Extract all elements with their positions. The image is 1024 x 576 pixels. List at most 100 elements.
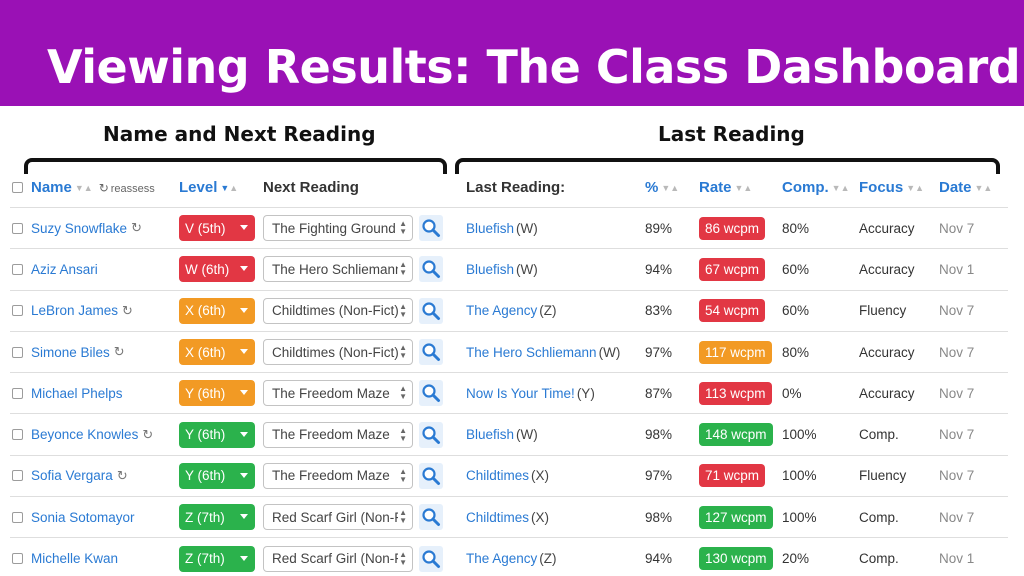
last-reading-link[interactable]: Now Is Your Time! bbox=[466, 385, 575, 401]
next-reading-select[interactable]: Red Scarf Girl (Non-Fi ▲ ▼ bbox=[263, 504, 413, 531]
focus-value: Accuracy bbox=[859, 261, 915, 277]
sort-arrows-icon[interactable]: ▼▲ bbox=[220, 182, 239, 193]
student-name-link[interactable]: Simone Biles bbox=[31, 344, 110, 360]
student-name-link[interactable]: Sonia Sotomayor bbox=[31, 509, 135, 525]
level-dropdown[interactable]: V (5th) bbox=[179, 215, 255, 242]
magnifier-icon[interactable] bbox=[419, 380, 443, 407]
magnifier-icon[interactable] bbox=[419, 545, 443, 572]
last-reading-link[interactable]: Bluefish bbox=[466, 261, 515, 277]
last-reading-link[interactable]: Childtimes bbox=[466, 509, 530, 525]
magnifier-icon[interactable] bbox=[419, 339, 443, 366]
level-value: Y (6th) bbox=[185, 427, 226, 443]
next-reading-select[interactable]: The Fighting Ground ▲ ▼ bbox=[263, 215, 413, 242]
student-name-link[interactable]: Aziz Ansari bbox=[31, 261, 98, 277]
rate-cell: 71 wcpm bbox=[699, 456, 766, 496]
row-checkbox[interactable] bbox=[12, 208, 23, 248]
refresh-icon[interactable]: ↻ bbox=[142, 426, 154, 442]
reassess-button[interactable]: ↻ reassess bbox=[99, 181, 155, 195]
column-header-rate[interactable]: Rate ▼▲ bbox=[699, 168, 752, 207]
magnifier-icon[interactable] bbox=[419, 215, 443, 242]
rate-badge: 67 wcpm bbox=[699, 257, 766, 281]
date-value: Nov 1 bbox=[939, 551, 975, 567]
preview-cell bbox=[419, 332, 443, 372]
level-dropdown[interactable]: W (6th) bbox=[179, 256, 255, 283]
next-reading-select[interactable]: The Freedom Maze ▲ ▼ bbox=[263, 462, 413, 489]
caret-down-icon bbox=[240, 472, 248, 478]
next-reading-cell: The Freedom Maze ▲ ▼ bbox=[263, 456, 413, 496]
student-name-link[interactable]: Suzy Snowflake bbox=[31, 220, 128, 236]
table-row: Beyonce Knowles ↻ Y (6th) The Freedom Maze ▲… bbox=[10, 414, 1008, 456]
sort-arrows-icon[interactable]: ▼▲ bbox=[906, 182, 925, 193]
accuracy-percent: 94% bbox=[645, 551, 673, 567]
column-header-date[interactable]: Date ▼▲ bbox=[939, 168, 992, 207]
sort-arrows-icon[interactable]: ▼▲ bbox=[661, 182, 680, 193]
next-reading-value: The Freedom Maze bbox=[272, 427, 390, 443]
table-row: LeBron James ↻ X (6th) Childtimes (Non-Fict… bbox=[10, 291, 1008, 332]
column-header-level[interactable]: Level ▼▲ bbox=[179, 168, 238, 207]
next-reading-select[interactable]: Childtimes (Non-Fict) ▲ ▼ bbox=[263, 297, 413, 324]
student-name-link[interactable]: Beyonce Knowles bbox=[31, 427, 139, 443]
last-reading-cell: The Agency (Z) bbox=[466, 291, 557, 331]
refresh-icon[interactable]: ↻ bbox=[116, 467, 128, 483]
refresh-icon[interactable]: ↻ bbox=[131, 220, 142, 236]
last-reading-link[interactable]: Childtimes bbox=[466, 468, 530, 484]
next-reading-select[interactable]: Red Scarf Girl (Non-Fi ▲ ▼ bbox=[263, 545, 413, 572]
row-checkbox[interactable] bbox=[12, 332, 23, 372]
column-header-focus[interactable]: Focus ▼▲ bbox=[859, 168, 924, 207]
refresh-icon[interactable]: ↻ bbox=[113, 344, 125, 360]
date-value: Nov 7 bbox=[939, 509, 975, 525]
student-cell: Michelle Kwan bbox=[31, 538, 118, 576]
row-checkbox[interactable] bbox=[12, 373, 23, 413]
next-reading-select[interactable]: The Freedom Maze ▲ ▼ bbox=[263, 380, 413, 407]
student-cell: Michael Phelps bbox=[31, 373, 123, 413]
level-dropdown[interactable]: Y (6th) bbox=[179, 462, 255, 489]
magnifier-icon[interactable] bbox=[419, 462, 443, 489]
row-checkbox[interactable] bbox=[12, 291, 23, 331]
last-reading-link[interactable]: Bluefish bbox=[466, 220, 515, 236]
column-header-name[interactable]: Name ▼▲ ↻ reassess bbox=[31, 168, 155, 207]
student-cell: Sonia Sotomayor bbox=[31, 497, 135, 537]
focus-value: Accuracy bbox=[859, 385, 915, 401]
refresh-icon[interactable]: ↻ bbox=[122, 302, 133, 318]
level-dropdown[interactable]: X (6th) bbox=[179, 339, 255, 366]
magnifier-icon[interactable] bbox=[419, 256, 443, 283]
student-name-link[interactable]: Sofia Vergara bbox=[31, 468, 113, 484]
magnifier-icon[interactable] bbox=[419, 421, 443, 448]
comprehension-percent: 0% bbox=[782, 385, 802, 401]
last-reading-link[interactable]: The Hero Schliemann bbox=[466, 344, 597, 360]
sort-arrows-icon[interactable]: ▼▲ bbox=[74, 182, 93, 193]
row-checkbox[interactable] bbox=[12, 456, 23, 496]
last-reading-link[interactable]: The Agency bbox=[466, 303, 538, 319]
column-focus-label: Focus bbox=[859, 179, 904, 196]
rate-cell: 86 wcpm bbox=[699, 208, 766, 248]
sort-arrows-icon[interactable]: ▼▲ bbox=[734, 182, 753, 193]
sort-arrows-icon[interactable]: ▼▲ bbox=[831, 182, 850, 193]
row-checkbox[interactable] bbox=[12, 538, 23, 576]
column-header-percent[interactable]: % ▼▲ bbox=[645, 168, 679, 207]
row-checkbox[interactable] bbox=[12, 414, 23, 454]
next-reading-select[interactable]: The Freedom Maze ▲ ▼ bbox=[263, 421, 413, 448]
level-dropdown[interactable]: Z (7th) bbox=[179, 545, 255, 572]
level-value: Z (7th) bbox=[185, 551, 225, 567]
select-all-checkbox[interactable] bbox=[12, 168, 23, 207]
row-checkbox[interactable] bbox=[12, 249, 23, 289]
last-reading-level: (X) bbox=[531, 509, 550, 525]
level-value: Y (6th) bbox=[185, 468, 226, 484]
next-reading-select[interactable]: Childtimes (Non-Fict) ▲ ▼ bbox=[263, 339, 413, 366]
sort-arrows-icon[interactable]: ▼▲ bbox=[974, 182, 993, 193]
student-name-link[interactable]: Michael Phelps bbox=[31, 385, 123, 401]
last-reading-link[interactable]: Bluefish bbox=[466, 427, 515, 443]
level-dropdown[interactable]: X (6th) bbox=[179, 297, 255, 324]
level-dropdown[interactable]: Y (6th) bbox=[179, 380, 255, 407]
level-dropdown[interactable]: Z (7th) bbox=[179, 504, 255, 531]
next-reading-select[interactable]: The Hero Schliemann ▲ ▼ bbox=[263, 256, 413, 283]
student-name-link[interactable]: LeBron James bbox=[31, 303, 119, 319]
column-header-comp[interactable]: Comp. ▼▲ bbox=[782, 168, 850, 207]
magnifier-icon[interactable] bbox=[419, 504, 443, 531]
student-name-link[interactable]: Michelle Kwan bbox=[31, 551, 119, 567]
magnifier-icon[interactable] bbox=[419, 297, 443, 324]
next-reading-cell: The Freedom Maze ▲ ▼ bbox=[263, 414, 413, 454]
last-reading-link[interactable]: The Agency bbox=[466, 551, 538, 567]
level-dropdown[interactable]: Y (6th) bbox=[179, 421, 255, 448]
row-checkbox[interactable] bbox=[12, 497, 23, 537]
